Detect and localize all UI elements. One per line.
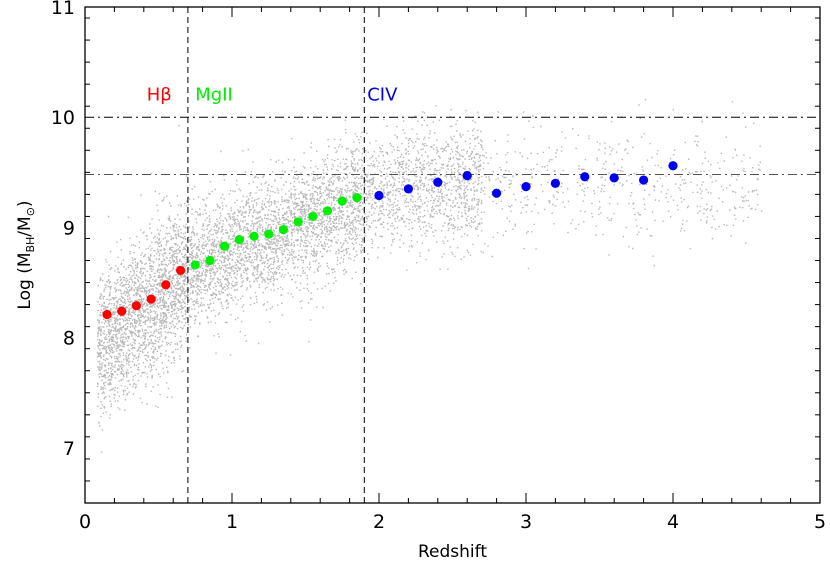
- series-1-point-2: [220, 241, 230, 251]
- series-1-point-11: [352, 193, 362, 203]
- series-2-point-6: [550, 178, 561, 188]
- background-point-cloud: [96, 99, 763, 453]
- series-1-point-5: [264, 229, 274, 239]
- series-2-point-8: [609, 173, 619, 183]
- y-axis-title-suffix: ): [15, 200, 35, 207]
- y-axis-title-sub-bh: BH: [24, 237, 37, 253]
- y-tick-label-2: 9: [63, 217, 75, 239]
- series-1-point-9: [322, 206, 333, 216]
- emission-line-label-1: MgII: [195, 85, 233, 106]
- series-1-point-1: [205, 255, 215, 266]
- y-axis-title-mid: /M: [15, 216, 35, 236]
- x-tick-label-5: 5: [814, 511, 826, 533]
- emission-line-label-0: Hβ: [147, 85, 172, 106]
- y-tick-label-1: 8: [63, 328, 75, 350]
- series-0-point-0: [102, 309, 112, 320]
- series-0-point-2: [131, 301, 142, 311]
- series-0-point-5: [175, 265, 186, 276]
- y-axis-title: Log (MBH/M⊙): [15, 200, 37, 309]
- x-axis-title: Redshift: [418, 542, 487, 562]
- series-2-point-9: [639, 175, 649, 185]
- series-1-point-0: [190, 260, 200, 270]
- series-1-point-7: [293, 217, 303, 227]
- series-1-point-10: [337, 196, 347, 206]
- series-1-point-4: [249, 231, 259, 241]
- series-1-point-6: [278, 225, 289, 235]
- series-0-point-4: [161, 280, 171, 290]
- series-2-point-7: [580, 172, 590, 182]
- y-axis-title-prefix: Log (M: [15, 253, 35, 310]
- x-tick-label-0: 0: [79, 511, 91, 533]
- y-tick-label-4: 11: [51, 0, 75, 19]
- x-tick-label-1: 1: [226, 511, 238, 533]
- y-tick-label-3: 10: [51, 107, 75, 129]
- series-0-point-3: [146, 294, 156, 304]
- series-1-point-3: [234, 234, 244, 245]
- y-tick-label-0: 7: [63, 438, 75, 460]
- y-axis-title-sub-sun: ⊙: [24, 207, 37, 216]
- axis-ticks: 0 1 2 3 4 5 7 8 9 10 11: [51, 0, 826, 533]
- plot-frame: [84, 6, 821, 504]
- series-2-point-5: [521, 182, 531, 192]
- line-labels: Hβ MgII CIV: [147, 85, 398, 106]
- x-tick-label-3: 3: [520, 511, 532, 533]
- series-1-point-8: [308, 211, 318, 222]
- series-2-point-3: [462, 171, 472, 181]
- series-2-point-2: [433, 177, 443, 187]
- series-2-point-0: [374, 190, 384, 201]
- emission-line-label-2: CIV: [367, 85, 398, 106]
- x-tick-label-2: 2: [373, 511, 385, 533]
- series-2-point-10: [668, 161, 678, 171]
- data-series: [102, 161, 678, 320]
- x-tick-label-4: 4: [667, 511, 679, 533]
- cloud-points: [96, 99, 763, 453]
- reference-lines: [85, 7, 820, 503]
- series-2-point-1: [403, 184, 413, 194]
- series-0-point-1: [117, 306, 127, 316]
- series-2-point-4: [492, 188, 502, 198]
